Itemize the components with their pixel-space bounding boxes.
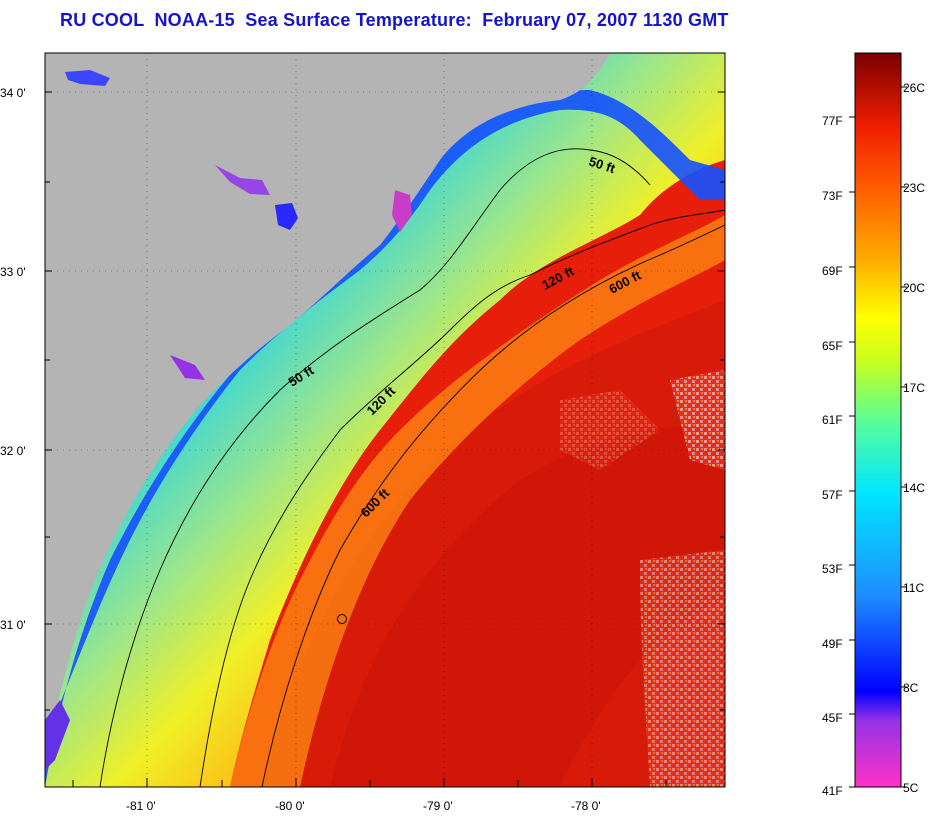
contour-600ft [261, 224, 725, 787]
colorbar: 77F 73F 69F 65F 61F 57F 53F 49F 45F 41F … [822, 52, 925, 798]
land [45, 53, 610, 760]
cb-c-20: 20C [903, 281, 925, 295]
buoy-marker [337, 614, 347, 624]
lat-label-32: 32 0' [0, 444, 26, 458]
cb-c-23: 23C [903, 181, 925, 195]
cb-f-49: 49F [822, 637, 843, 651]
cb-f-69: 69F [822, 264, 843, 278]
cloud-speckle [670, 370, 725, 470]
cb-c-5: 5C [903, 781, 919, 795]
lat-label-31: 31 0' [0, 618, 26, 632]
cb-f-65: 65F [822, 339, 843, 353]
inland-lake [65, 70, 110, 86]
lat-label-33: 33 0' [0, 265, 26, 279]
cb-f-41: 41F [822, 784, 843, 798]
colorbar-gradient [855, 53, 901, 787]
contour-120ft [199, 209, 725, 787]
cb-f-77: 77F [822, 114, 843, 128]
graticule [45, 53, 725, 787]
cb-c-26: 26C [903, 81, 925, 95]
lon-label-79: -79 0' [423, 799, 453, 813]
map-title: RU COOL NOAA-15 Sea Surface Temperature:… [60, 10, 729, 30]
cb-c-17: 17C [903, 381, 925, 395]
lake-marion [275, 203, 298, 230]
cb-c-14: 14C [903, 481, 925, 495]
cb-f-53: 53F [822, 562, 843, 576]
lon-label-78: -78 0' [571, 799, 601, 813]
lat-label-34: 34 0' [0, 86, 26, 100]
cb-c-8: 8C [903, 681, 919, 695]
lon-label-80: -80 0' [275, 799, 305, 813]
cb-f-61: 61F [822, 413, 843, 427]
cb-c-11: 11C [903, 581, 924, 595]
cb-f-57: 57F [822, 488, 843, 502]
axis-ticks [45, 91, 725, 787]
map-imagery [45, 53, 725, 787]
map-frame [44, 52, 726, 788]
lon-label-81: -81 0' [126, 799, 156, 813]
cb-f-73: 73F [822, 189, 843, 203]
contour-50ft [99, 148, 651, 787]
cb-f-45: 45F [822, 711, 843, 725]
